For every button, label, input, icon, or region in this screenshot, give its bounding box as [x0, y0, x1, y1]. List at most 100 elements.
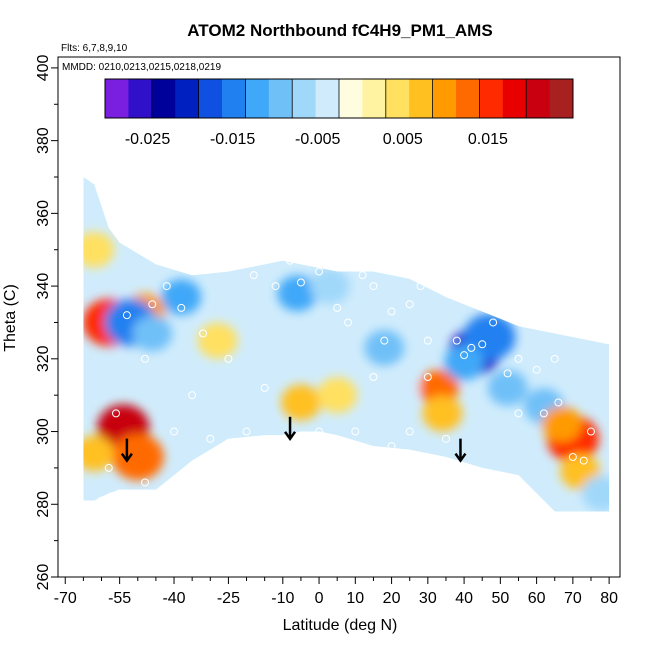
- sample-point: [148, 300, 157, 309]
- x-tick-label: 0: [315, 590, 324, 607]
- sample-point: [170, 427, 179, 436]
- sample-point: [242, 427, 251, 436]
- colorbar-swatch: [526, 79, 551, 118]
- sample-point: [104, 463, 113, 472]
- sample-point: [416, 282, 425, 291]
- sample-point: [296, 278, 305, 287]
- sample-point: [286, 256, 295, 265]
- y-tick-label: 360: [35, 200, 52, 227]
- sample-point: [489, 318, 498, 327]
- colorbar-swatch: [339, 79, 363, 118]
- sample-point: [452, 336, 461, 345]
- sample-point: [213, 263, 222, 272]
- sample-point: [586, 427, 595, 436]
- heatmap-layer: [83, 177, 610, 512]
- sample-point: [423, 336, 432, 345]
- colorbar-tick-label: 0.015: [468, 131, 508, 148]
- x-tick-label: 50: [491, 590, 509, 607]
- colorbar-tick-label: -0.025: [125, 131, 170, 148]
- y-tick-label: 280: [35, 491, 52, 518]
- y-tick-label: 380: [35, 127, 52, 154]
- sample-point: [387, 442, 396, 451]
- sample-point: [278, 434, 287, 443]
- sample-point: [344, 318, 353, 327]
- sample-point: [405, 427, 414, 436]
- heatmap-cell: [487, 369, 528, 406]
- x-tick-label: -40: [162, 590, 185, 607]
- sample-point: [115, 489, 124, 498]
- y-tick-label: 400: [35, 54, 52, 81]
- colorbar-swatch: [268, 79, 293, 118]
- sample-point: [271, 282, 280, 291]
- sample-point: [503, 369, 512, 378]
- sample-point: [224, 354, 233, 363]
- heatmap-cell: [422, 395, 463, 432]
- colorbar-swatch: [315, 79, 340, 118]
- sample-point: [405, 300, 414, 309]
- x-axis: [64, 577, 610, 584]
- colorbar-swatch: [456, 79, 480, 118]
- down-arrow-icon: [284, 416, 297, 441]
- sample-point: [539, 409, 548, 418]
- sample-point: [579, 456, 588, 465]
- down-arrow-icon: [120, 438, 133, 463]
- heatmap-cell: [132, 315, 173, 352]
- y-tick-labels: 260 280 300 320 340 360 380 400: [35, 54, 52, 590]
- heatmap-cell: [161, 279, 202, 315]
- x-tick-label: 70: [564, 590, 582, 607]
- sample-point: [467, 343, 476, 352]
- sample-point: [550, 354, 559, 363]
- down-arrow-icon: [454, 438, 467, 463]
- x-axis-title: Latitude (deg N): [283, 617, 398, 634]
- sample-point: [112, 409, 121, 418]
- y-tick-label: 320: [35, 345, 52, 372]
- heatmap-cell: [444, 344, 485, 381]
- sample-point: [122, 311, 131, 320]
- y-tick-label: 260: [35, 564, 52, 591]
- heatmap-cell: [83, 435, 115, 472]
- sample-point: [177, 303, 186, 312]
- sample-point: [188, 391, 197, 400]
- colorbar-tick-label: -0.015: [210, 131, 255, 148]
- chart-title: ATOM2 Northbound fC4H9_PM1_AMS: [187, 21, 492, 40]
- y-tick-label: 300: [35, 418, 52, 445]
- heatmap-cell: [581, 475, 610, 512]
- sample-point: [380, 336, 389, 345]
- plot-frame: [57, 56, 621, 578]
- y-axis-title: Theta (C): [2, 284, 19, 352]
- x-tick-label: 20: [383, 590, 401, 607]
- colorbar-swatch: [385, 79, 410, 118]
- heatmap-cell: [111, 433, 164, 481]
- heatmap-cell: [197, 322, 238, 359]
- sample-point: [358, 271, 367, 280]
- colorbar: [104, 78, 574, 119]
- heatmap-cell: [277, 275, 318, 312]
- colorbar-swatch: [409, 79, 434, 118]
- x-tick-labels: -70 -55 -40 -25 -10 0 10 20 30 40 50 60 …: [54, 590, 618, 607]
- sample-point: [206, 434, 215, 443]
- heatmap-cell: [364, 329, 405, 366]
- colorbar-swatch: [245, 79, 270, 118]
- y-axis: [51, 67, 58, 578]
- colorbar-tick-label: 0.005: [383, 131, 423, 148]
- heatmap-cell: [378, 369, 419, 406]
- colorbar-swatch: [198, 79, 223, 118]
- x-tick-label: -25: [217, 590, 240, 607]
- x-tick-label: 80: [600, 590, 618, 607]
- arrows: [120, 416, 467, 463]
- colorbar-labels: -0.025 -0.015 -0.005 0.005 0.015: [125, 131, 508, 148]
- y-tick-label: 340: [35, 273, 52, 300]
- x-tick-label: -70: [54, 590, 77, 607]
- sample-point: [369, 373, 378, 381]
- sample-point: [315, 427, 324, 436]
- sample-point: [199, 329, 208, 338]
- sample-point: [315, 267, 324, 276]
- sample-point: [568, 453, 577, 461]
- sample-point: [97, 496, 106, 505]
- sample-point: [141, 478, 150, 487]
- heatmap-cell: [317, 377, 358, 414]
- sample-point: [423, 373, 432, 381]
- sample-point: [514, 409, 523, 418]
- sample-point: [260, 383, 269, 392]
- sample-point: [478, 478, 487, 487]
